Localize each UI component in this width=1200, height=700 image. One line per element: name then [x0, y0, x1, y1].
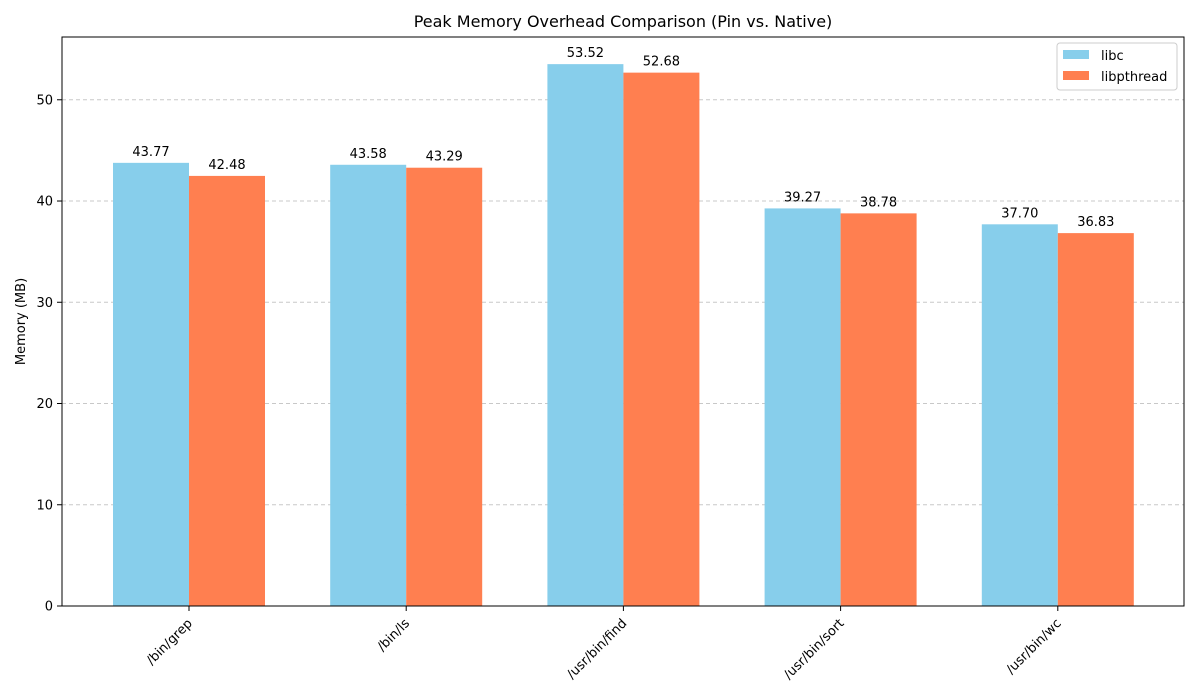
bar-libpthread — [406, 167, 483, 606]
y-tick-label: 0 — [45, 600, 53, 615]
y-tick-label: 20 — [36, 397, 53, 412]
y-tick-label: 40 — [36, 195, 53, 210]
bar-libpthread — [623, 72, 700, 607]
y-tick-label: 30 — [36, 296, 53, 311]
legend-label-libpthread: libpthread — [1101, 70, 1167, 85]
legend: libc libpthread — [1056, 42, 1178, 91]
y-axis-label: Memory (MB) — [14, 278, 29, 365]
value-labels: 43.77 42.48 43.58 43.29 53.52 52.68 39.27 38.78… — [132, 46, 1114, 230]
y-axis-ticks: 0 10 20 30 40 50 — [36, 93, 62, 615]
y-tick-label: 10 — [36, 498, 53, 513]
data-label: 36.83 — [1077, 215, 1114, 230]
bar-libc — [547, 64, 624, 607]
legend-swatch-libpthread — [1063, 71, 1089, 80]
data-label: 43.77 — [132, 145, 169, 160]
bar-libc — [764, 208, 841, 606]
bar-libc — [113, 162, 189, 607]
bar-libpthread — [1057, 233, 1134, 606]
bar-libpthread — [189, 175, 265, 607]
bar-group — [113, 64, 1134, 607]
chart-title: Peak Memory Overhead Comparison (Pin vs.… — [414, 12, 833, 31]
data-label: 52.68 — [643, 55, 680, 70]
legend-swatch-libc — [1063, 50, 1089, 59]
y-tick-label: 50 — [36, 93, 53, 108]
data-label: 38.78 — [860, 195, 897, 210]
data-label: 43.58 — [350, 147, 387, 162]
bar-libc — [330, 164, 407, 606]
data-label: 37.70 — [1001, 206, 1038, 221]
bar-libpthread — [840, 213, 917, 606]
data-label: 43.29 — [426, 150, 463, 165]
data-label: 39.27 — [784, 190, 821, 205]
bar-libc — [981, 224, 1058, 607]
legend-label-libc: libc — [1101, 49, 1124, 64]
data-label: 42.48 — [208, 158, 245, 173]
data-label: 53.52 — [567, 46, 604, 61]
